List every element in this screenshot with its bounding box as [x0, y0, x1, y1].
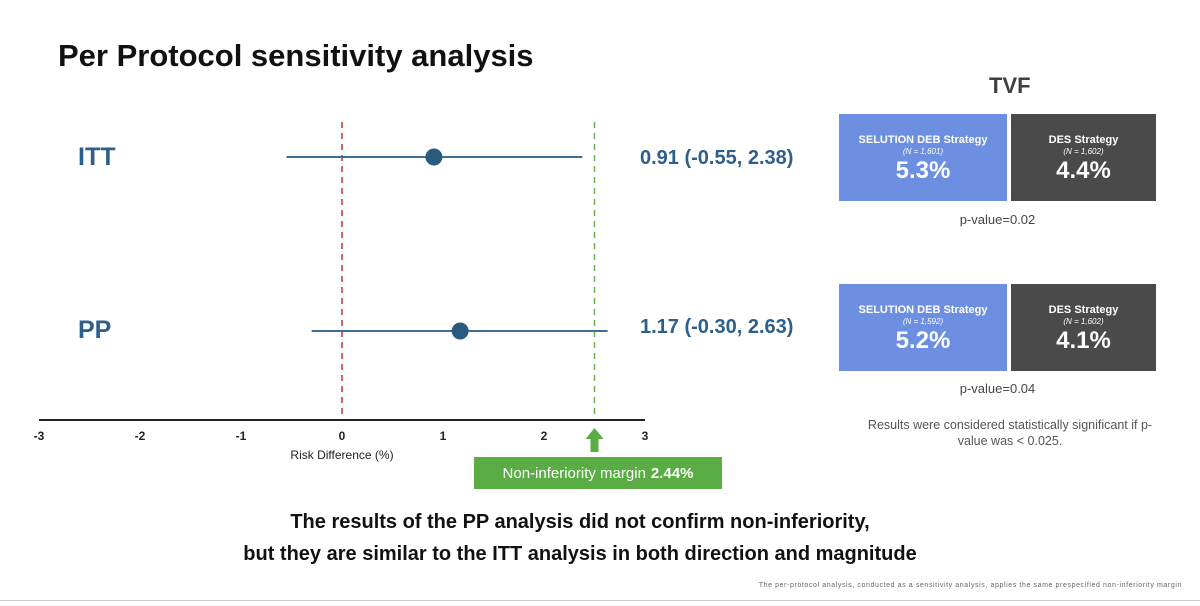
conclusion-line-2: but they are similar to the ITT analysis…: [243, 543, 917, 565]
itt-deb-pct: 5.3%: [895, 157, 951, 184]
non-inferiority-margin-box: Non-inferiority margin 2.44%: [474, 457, 722, 489]
footnote: The per-protocol analysis, conducted as …: [758, 582, 1182, 589]
x-axis-label: Risk Difference (%): [290, 448, 393, 462]
pp-pvalue: p-value=0.04: [959, 381, 1036, 396]
point-estimate-pp: [451, 322, 469, 340]
itt-pvalue: p-value=0.02: [959, 212, 1036, 227]
tick-label-neg1: -1: [236, 429, 247, 443]
itt-des-n: (N = 1,602): [1063, 147, 1104, 156]
tick-label-2: 2: [541, 429, 548, 443]
point-estimate-itt: [425, 148, 443, 166]
significance-note: Results were considered statistically si…: [867, 418, 1153, 448]
tick-label-neg3: -3: [34, 429, 45, 443]
ci-text-pp: 1.17 (-0.30, 2.63): [640, 316, 794, 338]
row-label-pp: PP: [78, 316, 112, 344]
itt-deb-panel: SELUTION DEB Strategy (N = 1,601) 5.3%: [839, 114, 1007, 201]
pp-des-n: (N = 1,602): [1063, 317, 1104, 326]
tick-label-1: 1: [440, 429, 447, 443]
pp-des-panel: DES Strategy (N = 1,602) 4.1%: [1011, 284, 1156, 371]
margin-arrow-up-icon: [585, 428, 604, 452]
page-title: Per Protocol sensitivity analysis: [58, 38, 534, 73]
itt-des-name: DES Strategy: [1048, 134, 1119, 146]
pp-deb-panel: SELUTION DEB Strategy (N = 1,592) 5.2%: [839, 284, 1007, 371]
pp-deb-pct: 5.2%: [895, 327, 951, 354]
pp-deb-n: (N = 1,592): [902, 317, 944, 326]
pp-des-name: DES Strategy: [1048, 304, 1119, 316]
margin-value: 2.44%: [650, 464, 694, 482]
tvf-title: TVF: [989, 73, 1031, 98]
ci-text-itt: 0.91 (-0.55, 2.38): [640, 147, 794, 169]
forest-plot: -3 -2 -1 0 1 2 3 Risk Difference (%): [34, 122, 649, 462]
margin-label: Non-inferiority margin: [502, 464, 646, 482]
bottom-divider: [0, 600, 1200, 601]
pp-deb-name: SELUTION DEB Strategy: [858, 304, 988, 316]
row-label-itt: ITT: [78, 143, 116, 171]
tick-label-0: 0: [339, 429, 346, 443]
itt-deb-name: SELUTION DEB Strategy: [858, 134, 988, 146]
tick-label-neg2: -2: [135, 429, 146, 443]
itt-deb-n: (N = 1,601): [902, 147, 944, 156]
itt-des-panel: DES Strategy (N = 1,602) 4.4%: [1011, 114, 1156, 201]
conclusion-line-1: The results of the PP analysis did not c…: [290, 511, 870, 533]
itt-des-pct: 4.4%: [1056, 157, 1111, 184]
pp-des-pct: 4.1%: [1056, 327, 1111, 354]
tick-label-3: 3: [642, 429, 649, 443]
